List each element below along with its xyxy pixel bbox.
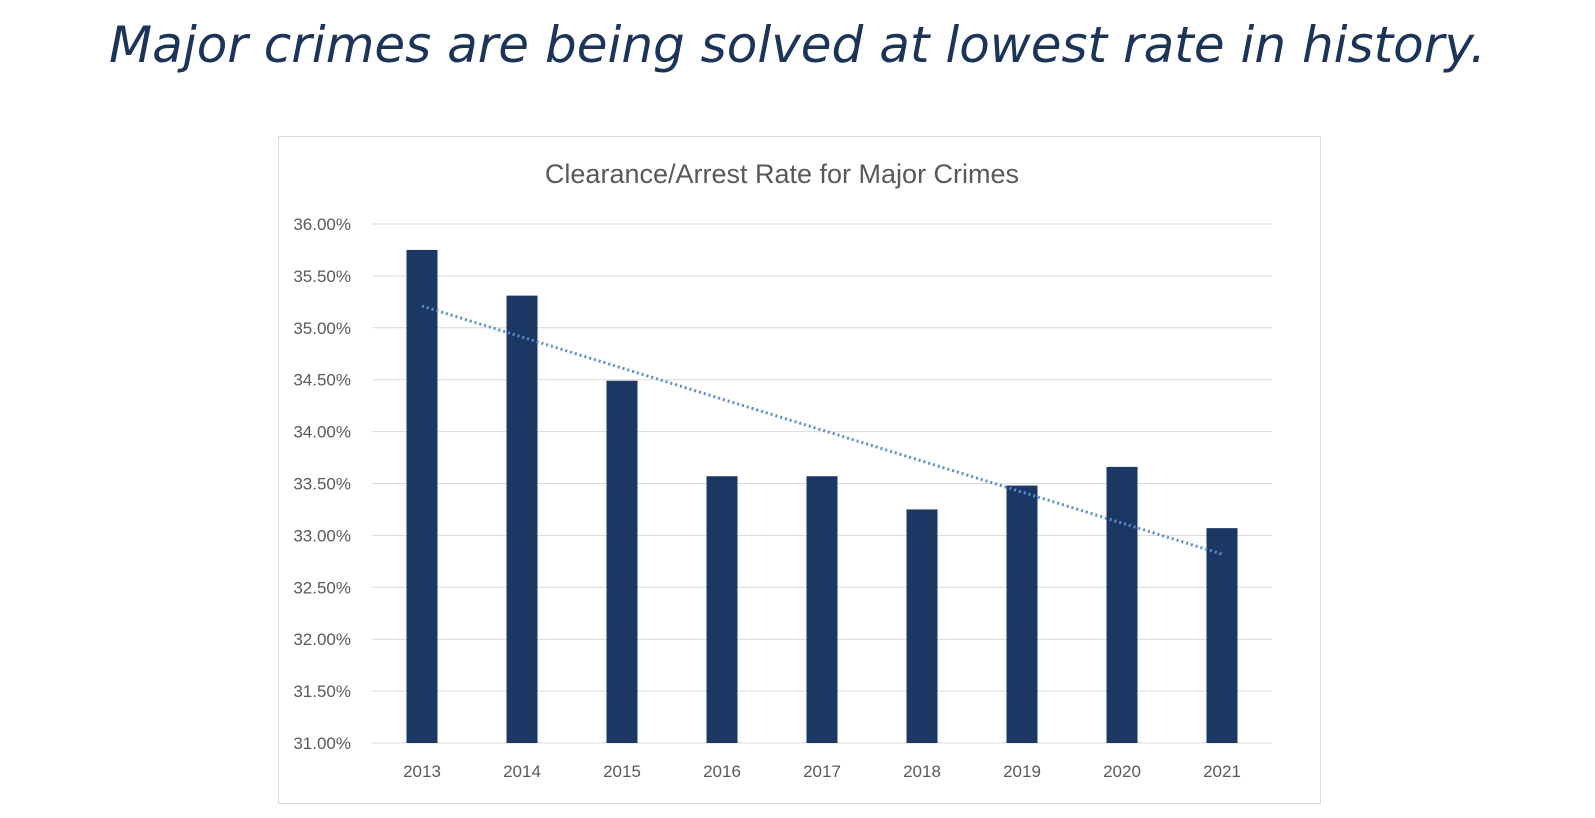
y-tick-label: 31.00%: [293, 734, 351, 753]
x-tick-label: 2015: [603, 762, 641, 781]
x-axis-tick-labels: 2013 2014 2015 2016 2017 2018 2019 2020 2021: [403, 762, 1241, 781]
bar-2021: [1206, 528, 1238, 743]
y-axis-tick-labels: 31.00% 31.50% 32.00% 32.50% 33.00% 33.50% 34.0…: [293, 215, 351, 753]
y-tick-label: 34.50%: [293, 371, 351, 390]
bar-2017: [806, 476, 838, 743]
y-tick-label: 34.00%: [293, 423, 351, 442]
headline: Major crimes are being solved at lowest …: [109, 16, 1486, 74]
bar-2019: [1006, 485, 1038, 743]
y-tick-label: 35.50%: [293, 267, 351, 286]
y-tick-label: 35.00%: [293, 319, 351, 338]
x-tick-label: 2018: [903, 762, 941, 781]
bars: [406, 249, 1238, 743]
bar-2015: [606, 380, 638, 743]
bar-2020: [1106, 466, 1138, 743]
x-tick-label: 2019: [1003, 762, 1041, 781]
y-tick-label: 31.50%: [293, 682, 351, 701]
x-tick-label: 2013: [403, 762, 441, 781]
bar-2013: [406, 249, 438, 743]
x-tick-label: 2021: [1203, 762, 1241, 781]
bar-2018: [906, 509, 938, 743]
y-tick-label: 33.00%: [293, 526, 351, 545]
x-tick-label: 2020: [1103, 762, 1141, 781]
y-tick-label: 32.00%: [293, 630, 351, 649]
bar-2016: [706, 476, 738, 743]
bar-chart: Clearance/Arrest Rate for Major Crimes 3…: [293, 159, 1272, 781]
bar-2014: [506, 295, 538, 743]
chart-title: Clearance/Arrest Rate for Major Crimes: [545, 159, 1019, 189]
x-tick-label: 2017: [803, 762, 841, 781]
chart-frame: Clearance/Arrest Rate for Major Crimes 3…: [278, 136, 1321, 804]
y-tick-label: 33.50%: [293, 475, 351, 494]
x-tick-label: 2016: [703, 762, 741, 781]
y-tick-label: 32.50%: [293, 578, 351, 597]
y-tick-label: 36.00%: [293, 215, 351, 234]
x-tick-label: 2014: [503, 762, 541, 781]
